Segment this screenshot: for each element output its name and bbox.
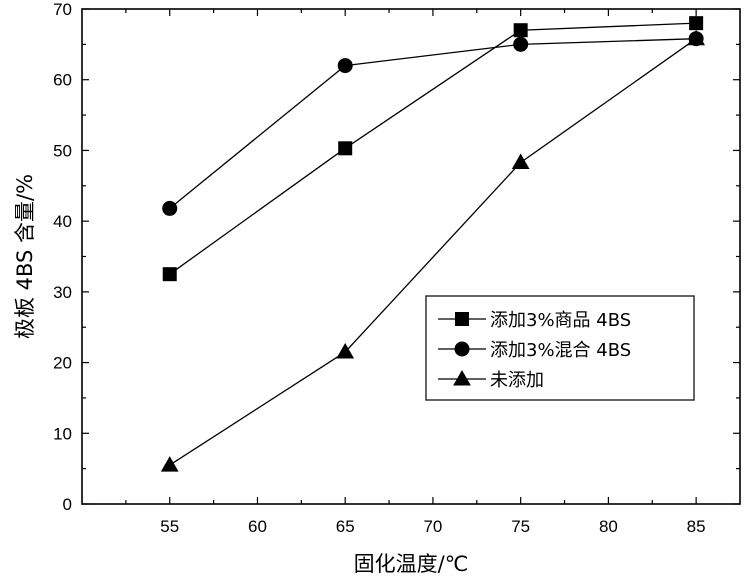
y-tick-label: 60 bbox=[53, 71, 72, 90]
y-tick-label: 70 bbox=[53, 0, 72, 19]
legend-label: 添加3%商品 4BS bbox=[490, 310, 631, 331]
plot-frame bbox=[82, 9, 740, 504]
y-tick-label: 0 bbox=[63, 495, 72, 514]
series-line bbox=[170, 23, 696, 274]
series-3 bbox=[162, 31, 704, 471]
data-point bbox=[513, 154, 529, 168]
y-tick-label: 10 bbox=[53, 424, 72, 443]
legend: 添加3%商品 4BS 添加3%混合 4BS 未添加 bbox=[426, 296, 694, 400]
legend-marker bbox=[456, 313, 469, 326]
data-point bbox=[514, 37, 528, 51]
data-point bbox=[690, 17, 703, 30]
x-tick-label: 70 bbox=[423, 517, 442, 536]
y-tick-label: 20 bbox=[53, 354, 72, 373]
y-tick-label: 30 bbox=[53, 283, 72, 302]
series-2 bbox=[163, 32, 703, 216]
x-tick-label: 55 bbox=[160, 517, 179, 536]
y-tick-label: 40 bbox=[53, 212, 72, 231]
series-line bbox=[170, 39, 696, 209]
y-tick-label: 50 bbox=[53, 141, 72, 160]
data-point bbox=[163, 201, 177, 215]
data-point bbox=[163, 268, 176, 281]
x-axis-title: 固化温度/℃ bbox=[354, 552, 469, 576]
legend-label: 未添加 bbox=[490, 370, 544, 391]
x-tick-label: 60 bbox=[248, 517, 267, 536]
x-tick-label: 85 bbox=[687, 517, 706, 536]
series-layer bbox=[162, 17, 704, 471]
data-point bbox=[514, 24, 527, 37]
y-axis-title: 极板 4BS 含量/% bbox=[13, 174, 37, 339]
data-point bbox=[338, 59, 352, 73]
data-point bbox=[339, 142, 352, 155]
x-tick-label: 65 bbox=[336, 517, 355, 536]
legend-label: 添加3%混合 4BS bbox=[490, 340, 631, 361]
x-tick-label: 75 bbox=[511, 517, 530, 536]
x-tick-label: 80 bbox=[599, 517, 618, 536]
legend-marker bbox=[455, 342, 469, 356]
data-point bbox=[162, 457, 178, 471]
series-line bbox=[170, 39, 696, 465]
